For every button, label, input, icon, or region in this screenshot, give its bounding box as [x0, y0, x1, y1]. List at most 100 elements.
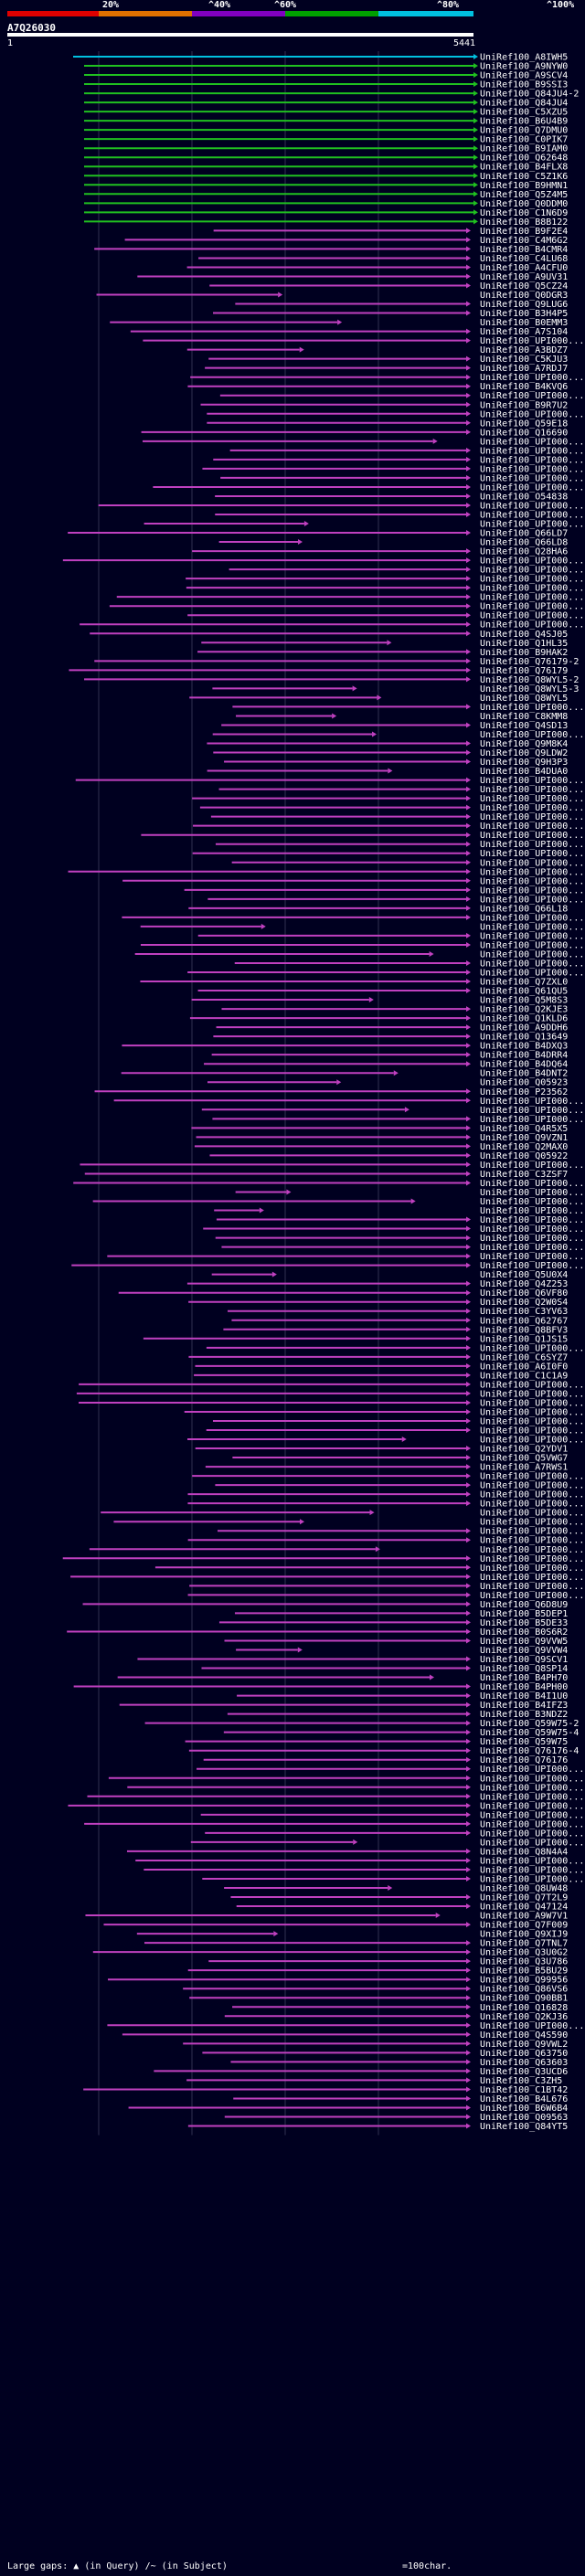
hit-arrow-icon — [466, 1665, 471, 1671]
hit-arrow-icon — [466, 419, 471, 426]
hit-label: UniRef100_UPI000... — [480, 1252, 584, 1262]
hit-label: UniRef100_UPI000... — [480, 822, 584, 832]
hit-arrow-icon — [466, 1949, 471, 1956]
hit-arrow-icon — [372, 731, 378, 737]
hit-arrow-icon — [466, 1894, 471, 1901]
hit-label: UniRef100_UPI000... — [480, 611, 584, 621]
hit-arrow-icon — [466, 328, 471, 334]
hit-arrow-icon — [466, 1235, 471, 1241]
hit-arrow-icon — [393, 1070, 399, 1076]
hit-label: UniRef100_UPI000... — [480, 1490, 584, 1500]
hit-arrow-icon — [466, 2104, 471, 2111]
hit-arrow-icon — [466, 1491, 471, 1498]
hit-arrow-icon — [466, 2095, 471, 2102]
hit-label: UniRef100_UPI000... — [480, 482, 584, 493]
hit-arrow-icon — [466, 1555, 471, 1562]
hit-label: UniRef100_UPI000... — [480, 876, 584, 886]
hit-arrow-icon — [466, 704, 471, 710]
hit-label: UniRef100_UPI000... — [480, 520, 584, 530]
query-title: A7Q26030 — [7, 22, 56, 34]
hit-arrow-icon — [466, 576, 471, 582]
hit-arrow-icon — [466, 1940, 471, 1946]
hit-label: UniRef100_Q90BB1 — [480, 1994, 568, 2004]
hit-label: UniRef100_Q0DDM0 — [480, 199, 568, 209]
hit-label: UniRef100_Q9LUG6 — [480, 300, 568, 310]
hit-label: UniRef100_Q76179-2 — [480, 657, 579, 667]
hit-arrow-icon — [466, 1464, 471, 1470]
hit-arrow-icon — [388, 768, 393, 774]
hit-label: UniRef100_UPI000... — [480, 794, 584, 804]
hit-arrow-icon — [466, 1299, 471, 1305]
hit-label: UniRef100_B4DRR4 — [480, 1051, 568, 1061]
hit-arrow-icon — [466, 1747, 471, 1754]
hit-arrow-icon — [466, 612, 471, 619]
query-start: 1 — [7, 38, 14, 48]
hit-label: UniRef100_Q4Z253 — [480, 1279, 568, 1289]
hit-arrow-icon — [466, 804, 471, 811]
hit-arrow-icon — [466, 1756, 471, 1763]
hit-arrow-icon — [466, 1043, 471, 1049]
hit-label: UniRef100_UPI000... — [480, 1398, 584, 1408]
hit-label: UniRef100_Q2KJE3 — [480, 1005, 568, 1015]
footer-scale-legend: =100char. — [402, 2561, 452, 2571]
hit-arrow-icon — [466, 530, 471, 536]
hit-label: UniRef100_UPI000... — [480, 391, 584, 401]
hit-arrow-icon — [466, 1820, 471, 1827]
hit-label: UniRef100_Q99956 — [480, 1976, 568, 1986]
hit-arrow-icon — [466, 429, 471, 435]
hit-label: UniRef100_C3ZSF7 — [480, 1170, 568, 1180]
hit-arrow-icon — [303, 521, 309, 527]
hit-label: UniRef100_UPI000... — [480, 602, 584, 612]
hit-label: UniRef100_UPI000... — [480, 1407, 584, 1417]
hit-label: UniRef100_UPI000... — [480, 1874, 584, 1884]
hit-label: UniRef100_UPI000... — [480, 336, 584, 346]
hit-label: UniRef100_UPI000... — [480, 409, 584, 419]
hit-label: UniRef100_UPI000... — [480, 1582, 584, 1592]
hit-arrow-icon — [473, 173, 478, 179]
hit-arrow-icon — [368, 997, 374, 1003]
hit-arrow-icon — [466, 1638, 471, 1644]
hit-arrow-icon — [466, 621, 471, 628]
hit-label: UniRef100_B4CMR4 — [480, 245, 568, 255]
hit-label: UniRef100_Q59W75-2 — [480, 1719, 579, 1729]
hit-label: UniRef100_UPI000... — [480, 1380, 584, 1390]
query-gap-label: (in Query) — [84, 2561, 140, 2571]
hit-arrow-icon — [466, 1216, 471, 1223]
hit-label: UniRef100_UPI000... — [480, 1206, 584, 1216]
hit-label: UniRef100_Q8N4A4 — [480, 1847, 568, 1857]
hit-arrow-icon — [473, 63, 478, 69]
hit-arrow-icon — [297, 1647, 303, 1653]
hit-arrow-icon — [466, 868, 471, 875]
hit-label: UniRef100_Q3U786 — [480, 1957, 568, 1967]
hit-label: UniRef100_UPI000... — [480, 867, 584, 877]
hit-arrow-icon — [466, 1381, 471, 1387]
hit-arrow-icon — [466, 374, 471, 380]
hit-label: UniRef100_Q2YDV1 — [480, 1445, 568, 1455]
hit-label: UniRef100_B9HAK2 — [480, 648, 568, 658]
hit-arrow-icon — [466, 832, 471, 838]
hit-arrow-icon — [466, 1372, 471, 1378]
hit-arrow-icon — [278, 292, 283, 298]
hit-arrow-icon — [466, 2123, 471, 2129]
hit-label: UniRef100_Q59W75-4 — [480, 1728, 579, 1738]
hit-arrow-icon — [466, 1619, 471, 1626]
hit-arrow-icon — [466, 2031, 471, 2038]
hit-label: UniRef100_UPI000... — [480, 1106, 584, 1116]
hit-label: UniRef100_A3BDZ7 — [480, 345, 568, 355]
hit-arrow-icon — [466, 905, 471, 911]
hit-label: UniRef100_B0EMM3 — [480, 318, 568, 328]
hit-arrow-icon — [466, 1958, 471, 1965]
hit-label: UniRef100_UPI000... — [480, 1792, 584, 1802]
hit-label: UniRef100_B5BU29 — [480, 1966, 568, 1977]
hit-arrow-icon — [466, 1125, 471, 1131]
hit-arrow-icon — [466, 1683, 471, 1690]
hit-label: UniRef100_Q16690 — [480, 428, 568, 438]
hit-label: UniRef100_UPI000... — [480, 1097, 584, 1107]
hit-label: UniRef100_UPI000... — [480, 1234, 584, 1244]
hit-label: UniRef100_Q7TNL7 — [480, 1939, 568, 1949]
hit-arrow-icon — [466, 1977, 471, 1983]
hit-label: UniRef100_UPI000... — [480, 840, 584, 850]
hit-arrow-icon — [466, 786, 471, 792]
hit-arrow-icon — [466, 1161, 471, 1168]
hit-arrow-icon — [466, 649, 471, 655]
